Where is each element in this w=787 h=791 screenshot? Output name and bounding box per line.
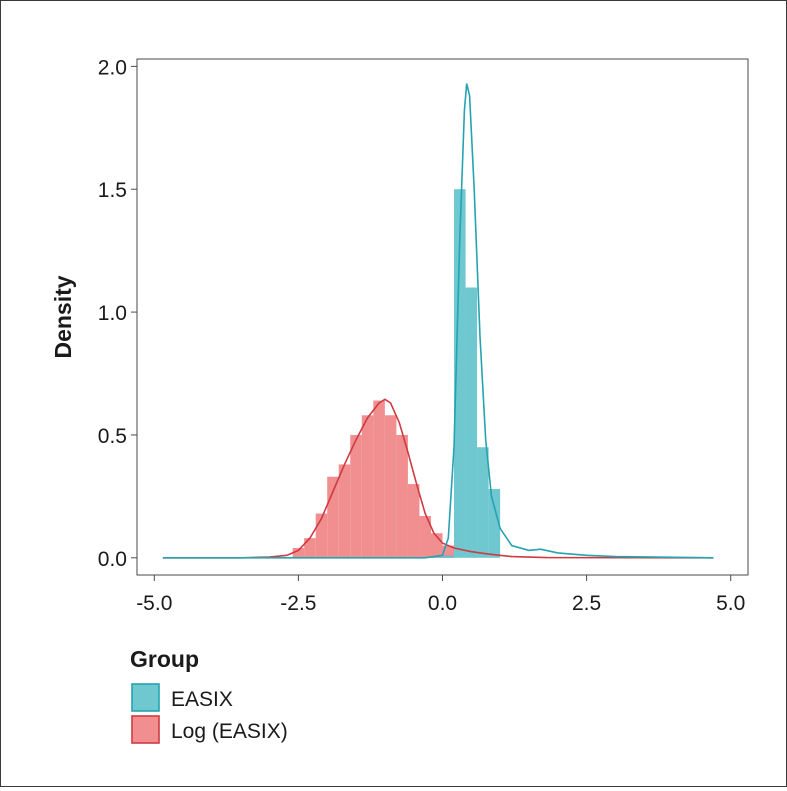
density-curves: [162, 83, 714, 559]
x-axis: -5.0 -2.5 0.0 2.5 5.0: [136, 575, 745, 615]
x-tick-label: 5.0: [716, 592, 745, 615]
log-easix-bar-9: [396, 434, 408, 558]
log-easix-bar-7: [373, 400, 385, 558]
log-easix-bar-10: [407, 484, 420, 558]
log-easix-legend-label: Log (EASIX): [171, 720, 288, 743]
x-tick-label: 0.0: [428, 592, 457, 615]
y-tick-label: 1.5: [98, 179, 127, 202]
log-easix-bar-8: [384, 415, 397, 558]
plot-panel: [136, 58, 749, 576]
x-tick-label: -5.0: [136, 592, 172, 615]
x-tick-label: 2.5: [572, 592, 601, 615]
easix-bar-3: [465, 287, 478, 558]
easix-legend-swatch: [131, 683, 160, 712]
log-easix-bar-13: [442, 545, 455, 558]
log-easix-bar-6: [361, 415, 374, 558]
y-axis: 0.0 0.5 1.0 1.5 2.0: [98, 56, 137, 571]
easix-bar-5: [488, 489, 501, 558]
log-easix-bar-0: [292, 547, 305, 558]
easix-bar-4: [477, 447, 489, 558]
log-easix-legend-swatch: [131, 715, 160, 744]
log-easix-bar-2: [315, 513, 328, 558]
log-easix-bar-12: [430, 533, 443, 558]
log-easix-bar-1: [304, 538, 316, 558]
easix-bar-0: [430, 556, 443, 558]
legend: Group EASIX Log (EASIX): [130, 646, 288, 744]
easix-legend-label: EASIX: [171, 688, 233, 711]
x-tick-label: -2.5: [280, 592, 316, 615]
y-axis-title: Density: [50, 275, 76, 358]
easix-bar-1: [442, 555, 455, 558]
histogram-bars: [292, 189, 501, 558]
y-tick-label: 0.0: [98, 548, 127, 571]
easix-bar-2: [454, 189, 466, 558]
log-easix-density-line: [162, 398, 714, 559]
y-tick-label: 1.0: [98, 302, 127, 325]
y-tick-label: 0.5: [98, 425, 127, 448]
log-easix-bar-4: [338, 464, 351, 558]
log-easix-bar-5: [350, 434, 362, 558]
legend-title: Group: [130, 646, 199, 672]
y-tick-label: 2.0: [98, 56, 127, 79]
easix-density-line: [162, 83, 714, 559]
log-easix-bar-3: [327, 476, 339, 558]
log-easix-bar-11: [419, 516, 431, 558]
